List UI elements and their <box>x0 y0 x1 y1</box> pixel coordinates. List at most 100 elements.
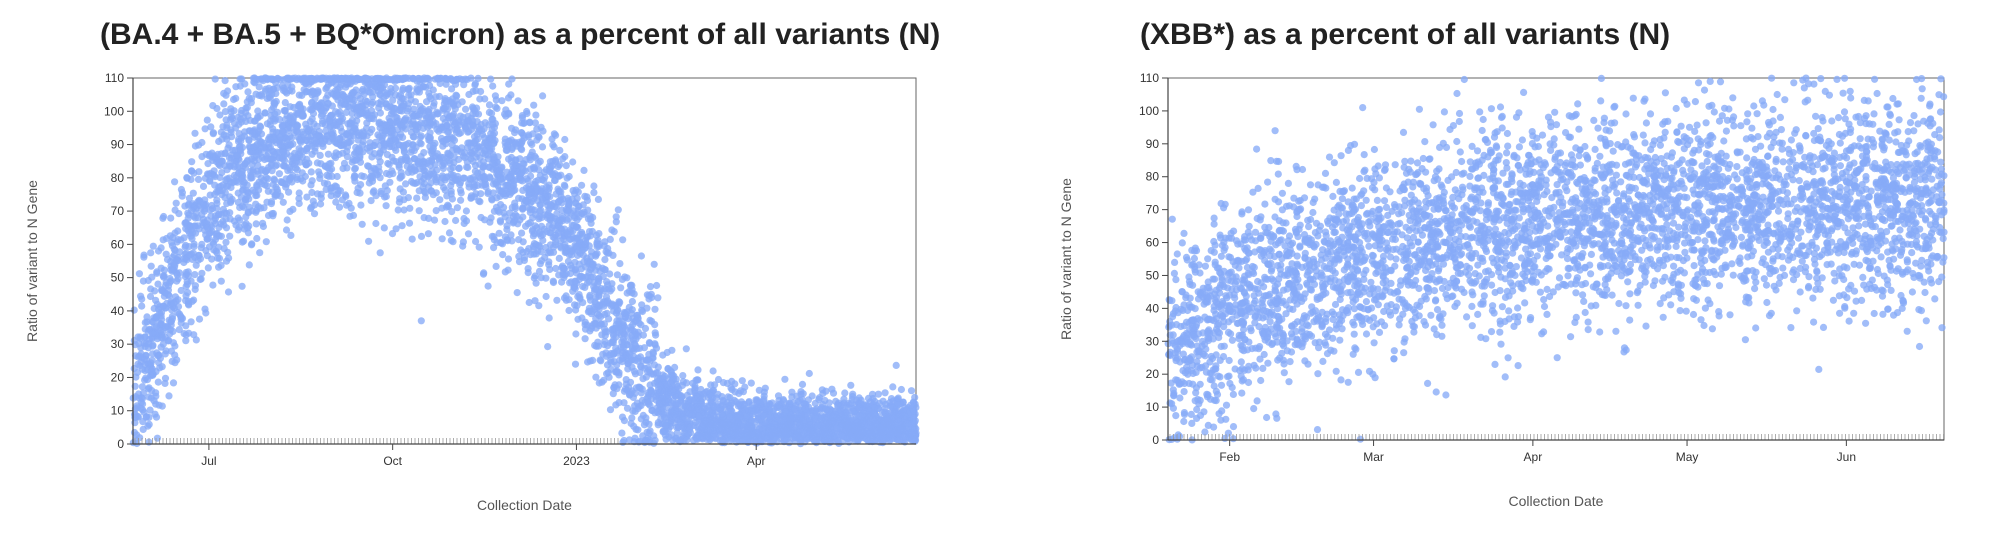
data-point <box>175 210 183 218</box>
data-point <box>347 204 355 212</box>
data-point <box>398 107 406 115</box>
data-point <box>741 407 749 415</box>
data-point <box>591 285 599 293</box>
data-point <box>510 129 519 137</box>
data-point <box>532 111 540 119</box>
data-point <box>448 208 456 216</box>
data-point <box>547 163 555 171</box>
data-point <box>199 182 208 190</box>
data-point <box>147 262 155 270</box>
data-point <box>429 111 437 119</box>
data-point <box>460 214 468 223</box>
data-point <box>448 85 456 93</box>
data-point <box>620 417 629 425</box>
data-point <box>507 170 515 178</box>
data-point <box>170 299 178 307</box>
data-point <box>399 86 407 94</box>
data-point <box>213 249 221 257</box>
data-point <box>525 298 533 307</box>
data-point <box>412 122 420 130</box>
data-point <box>178 189 186 197</box>
data-point <box>138 302 146 310</box>
data-point <box>168 242 176 250</box>
data-point <box>651 436 659 444</box>
data-point <box>245 261 253 269</box>
data-point <box>723 434 732 442</box>
data-point <box>484 282 492 290</box>
data-point <box>417 317 425 325</box>
data-point <box>556 146 564 154</box>
data-point <box>514 97 522 105</box>
data-point <box>333 172 341 181</box>
data-point <box>600 287 608 295</box>
data-point <box>353 156 361 164</box>
data-point <box>592 300 600 308</box>
data-point <box>372 219 380 228</box>
data-point <box>307 168 315 176</box>
data-point <box>275 115 283 123</box>
data-point <box>679 378 687 386</box>
data-point <box>459 174 468 182</box>
data-point <box>477 87 485 96</box>
data-point <box>149 350 157 358</box>
data-point <box>588 264 596 272</box>
data-point <box>356 189 364 197</box>
data-point <box>592 373 600 381</box>
data-point <box>441 95 449 103</box>
data-point <box>181 272 189 281</box>
data-point <box>175 326 183 334</box>
data-point <box>625 303 633 311</box>
data-point <box>606 339 615 347</box>
data-point <box>210 217 218 225</box>
data-point <box>287 173 295 182</box>
data-point <box>524 220 533 228</box>
data-point <box>415 74 423 83</box>
data-point <box>380 224 388 232</box>
data-point <box>535 133 543 141</box>
data-point <box>267 75 275 83</box>
data-point <box>147 359 155 367</box>
data-point <box>405 219 414 227</box>
data-point <box>827 429 835 437</box>
data-point <box>508 203 516 212</box>
data-point <box>327 187 335 195</box>
data-point <box>232 94 240 102</box>
data-point <box>441 186 449 194</box>
data-point <box>463 158 471 166</box>
data-point <box>159 214 167 222</box>
data-point <box>581 192 589 200</box>
data-point <box>565 244 573 253</box>
data-point <box>372 138 380 146</box>
data-point <box>584 358 592 366</box>
data-point <box>622 380 630 388</box>
data-point <box>694 366 702 374</box>
data-point <box>535 302 543 310</box>
data-point <box>624 365 632 373</box>
data-point <box>191 142 199 150</box>
data-point <box>408 110 416 118</box>
data-point <box>619 236 627 244</box>
data-point <box>168 306 176 314</box>
data-point <box>553 296 561 304</box>
data-point <box>513 212 521 221</box>
data-point <box>437 179 445 187</box>
data-point <box>829 389 838 397</box>
data-point <box>643 291 652 299</box>
data-point <box>567 251 576 259</box>
data-point <box>493 104 501 112</box>
data-point <box>504 94 513 102</box>
data-point <box>296 104 305 112</box>
data-point <box>186 251 194 259</box>
data-point <box>154 378 162 386</box>
data-point <box>467 143 475 151</box>
data-point <box>620 399 628 407</box>
data-point <box>177 286 185 295</box>
data-point <box>244 224 252 232</box>
data-point <box>662 421 670 429</box>
data-point <box>147 249 155 257</box>
data-point <box>616 260 624 268</box>
data-point <box>602 352 610 360</box>
data-point <box>470 193 478 201</box>
data-point <box>545 314 553 322</box>
